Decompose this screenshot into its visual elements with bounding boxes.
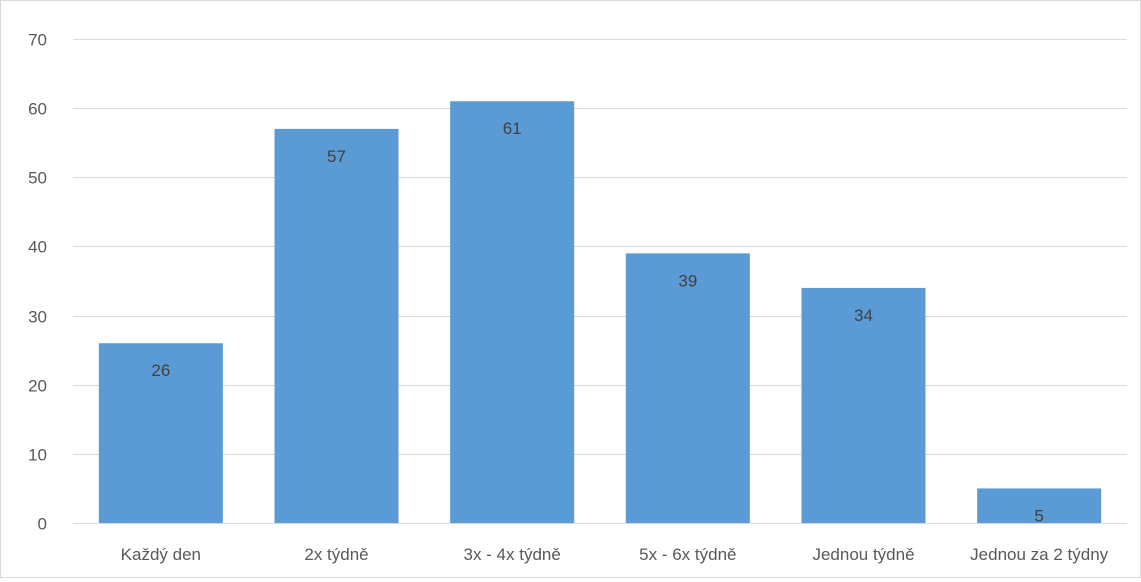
y-tick-label: 70 [28, 31, 47, 50]
x-tick-label: Každý den [121, 545, 201, 564]
bar [801, 287, 926, 523]
x-tick-label: 3x - 4x týdně [464, 545, 561, 564]
bars [98, 101, 1102, 524]
data-label: 61 [503, 119, 522, 138]
bar [98, 343, 223, 523]
data-label: 39 [678, 271, 697, 290]
y-tick-label: 30 [28, 308, 47, 327]
y-tick-label: 20 [28, 377, 47, 396]
y-tick-label: 0 [38, 515, 47, 534]
bar [450, 101, 575, 523]
x-tick-label: Jednou týdně [812, 545, 914, 564]
x-axis-ticks: Každý den 2x týdně 3x - 4x týdně 5x - 6x tý… [121, 545, 1109, 564]
y-axis-ticks: 0 10 20 30 40 50 60 70 [28, 31, 47, 534]
bar [977, 488, 1102, 523]
data-label: 5 [1034, 506, 1043, 525]
y-tick-label: 50 [28, 169, 47, 188]
y-tick-label: 40 [28, 238, 47, 257]
x-tick-label: 2x týdně [304, 545, 368, 564]
y-tick-label: 60 [28, 100, 47, 119]
x-tick-label: 5x - 6x týdně [639, 545, 736, 564]
x-tick-label: Jednou za 2 týdny [970, 545, 1108, 564]
data-label: 57 [327, 147, 346, 166]
bar [625, 253, 750, 524]
y-tick-label: 10 [28, 446, 47, 465]
bar [274, 128, 399, 523]
data-labels: 26 57 61 39 34 5 [151, 119, 1044, 525]
data-label: 26 [151, 361, 170, 380]
data-label: 34 [854, 306, 873, 325]
gridlines [73, 39, 1127, 524]
